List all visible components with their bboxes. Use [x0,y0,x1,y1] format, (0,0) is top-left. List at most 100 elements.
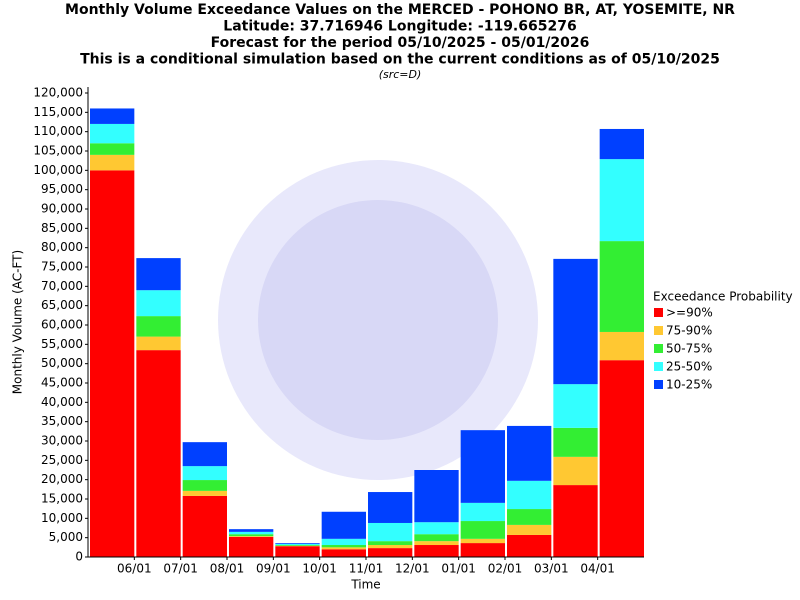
bar-segment [460,538,505,544]
chart-subtitle: (src=D) [379,68,422,81]
bar-segment [460,543,505,557]
legend-label: 75-90% [666,324,712,338]
bar-segment [599,128,644,160]
bar-segment [136,350,181,557]
bar-segment [368,545,413,549]
bar-segment [321,547,366,550]
bar-segment [507,480,552,510]
y-tick-label: 60,000 [41,318,83,332]
bar-segment [182,490,227,496]
y-tick-label: 30,000 [41,434,83,448]
bar-segment [368,522,413,542]
chart-title: Monthly Volume Exceedance Values on the … [65,2,735,18]
x-tick-label: 01/01 [441,562,476,576]
bar-segment [368,492,413,523]
bar-segment [460,521,505,539]
bar-segment [229,536,274,537]
chart-title: This is a conditional simulation based o… [80,52,720,68]
bar-segment [507,524,552,535]
bar-segment [507,425,552,481]
x-tick-label: 06/01 [117,562,152,576]
bar-segment [460,430,505,503]
bar-segment [414,534,459,542]
legend-label: 10-25% [666,378,712,392]
y-tick-label: 90,000 [41,202,83,216]
x-tick-label: 03/01 [534,562,569,576]
bar-segment [182,480,227,491]
y-axis-label: Monthly Volume (AC-FT) [11,250,25,394]
bar-segment [599,241,644,332]
bar-segment [229,529,274,532]
y-tick-label: 55,000 [41,337,83,351]
bar-segment [275,546,320,557]
bar-segment [136,290,181,317]
y-tick-label: 70,000 [41,279,83,293]
bar-segment [229,536,274,557]
y-tick-label: 105,000 [33,144,83,158]
y-tick-label: 45,000 [41,376,83,390]
bar-segment [136,316,181,337]
y-tick-label: 10,000 [41,511,83,525]
bar-segment [321,549,366,557]
bar-segment [90,170,135,558]
bar-segment [553,384,598,428]
bar-segment [507,509,552,525]
legend-swatch [654,308,663,317]
y-tick-label: 25,000 [41,453,83,467]
y-tick-label: 120,000 [33,86,83,100]
legend-swatch [654,344,663,353]
legend-swatch [654,362,663,371]
bar-segment [182,495,227,557]
bar-segment [460,502,505,522]
watermark-inner [258,200,498,440]
bar-segment [90,123,135,144]
bar-segment [368,541,413,546]
x-tick-label: 07/01 [163,562,198,576]
bar-segment [321,538,366,546]
y-tick-label: 85,000 [41,221,83,235]
bar-segment [229,534,274,537]
bar-segment [553,258,598,385]
bar-segment [275,543,320,544]
bar-segment [321,511,366,539]
bar-segment [136,258,181,291]
bar-segment [414,541,459,546]
bar-segment [368,548,413,557]
x-tick-label: 04/01 [580,562,615,576]
y-tick-label: 110,000 [33,124,83,138]
bar-segment [553,456,598,486]
watermark [218,160,538,480]
bar-segment [414,545,459,557]
x-tick-label: 10/01 [302,562,337,576]
bar-segment [553,427,598,457]
bar-segment [599,159,644,242]
bar-segment [275,543,320,546]
y-tick-label: 0 [75,550,83,564]
y-tick-label: 75,000 [41,260,83,274]
y-tick-label: 95,000 [41,182,83,196]
y-tick-label: 35,000 [41,414,83,428]
y-tick-label: 80,000 [41,240,83,254]
bar-segment [182,466,227,481]
bar-segment [90,108,135,124]
x-tick-label: 08/01 [210,562,245,576]
legend-swatch [654,380,663,389]
y-tick-label: 100,000 [33,163,83,177]
bar-segment [414,470,459,523]
y-tick-label: 40,000 [41,395,83,409]
legend-label: 25-50% [666,360,712,374]
legend-label: >=90% [666,306,713,320]
bar-segment [182,442,227,467]
y-tick-label: 15,000 [41,492,83,506]
legend-title: Exceedance Probability [653,290,793,304]
bar-segment [229,531,274,535]
bar-segment [90,143,135,155]
bar-segment [553,485,598,557]
bar-segment [599,360,644,557]
x-tick-label: 09/01 [256,562,291,576]
y-tick-label: 20,000 [41,472,83,486]
y-tick-label: 115,000 [33,105,83,119]
y-tick-label: 5,000 [49,530,83,544]
x-axis-label: Time [350,578,380,592]
